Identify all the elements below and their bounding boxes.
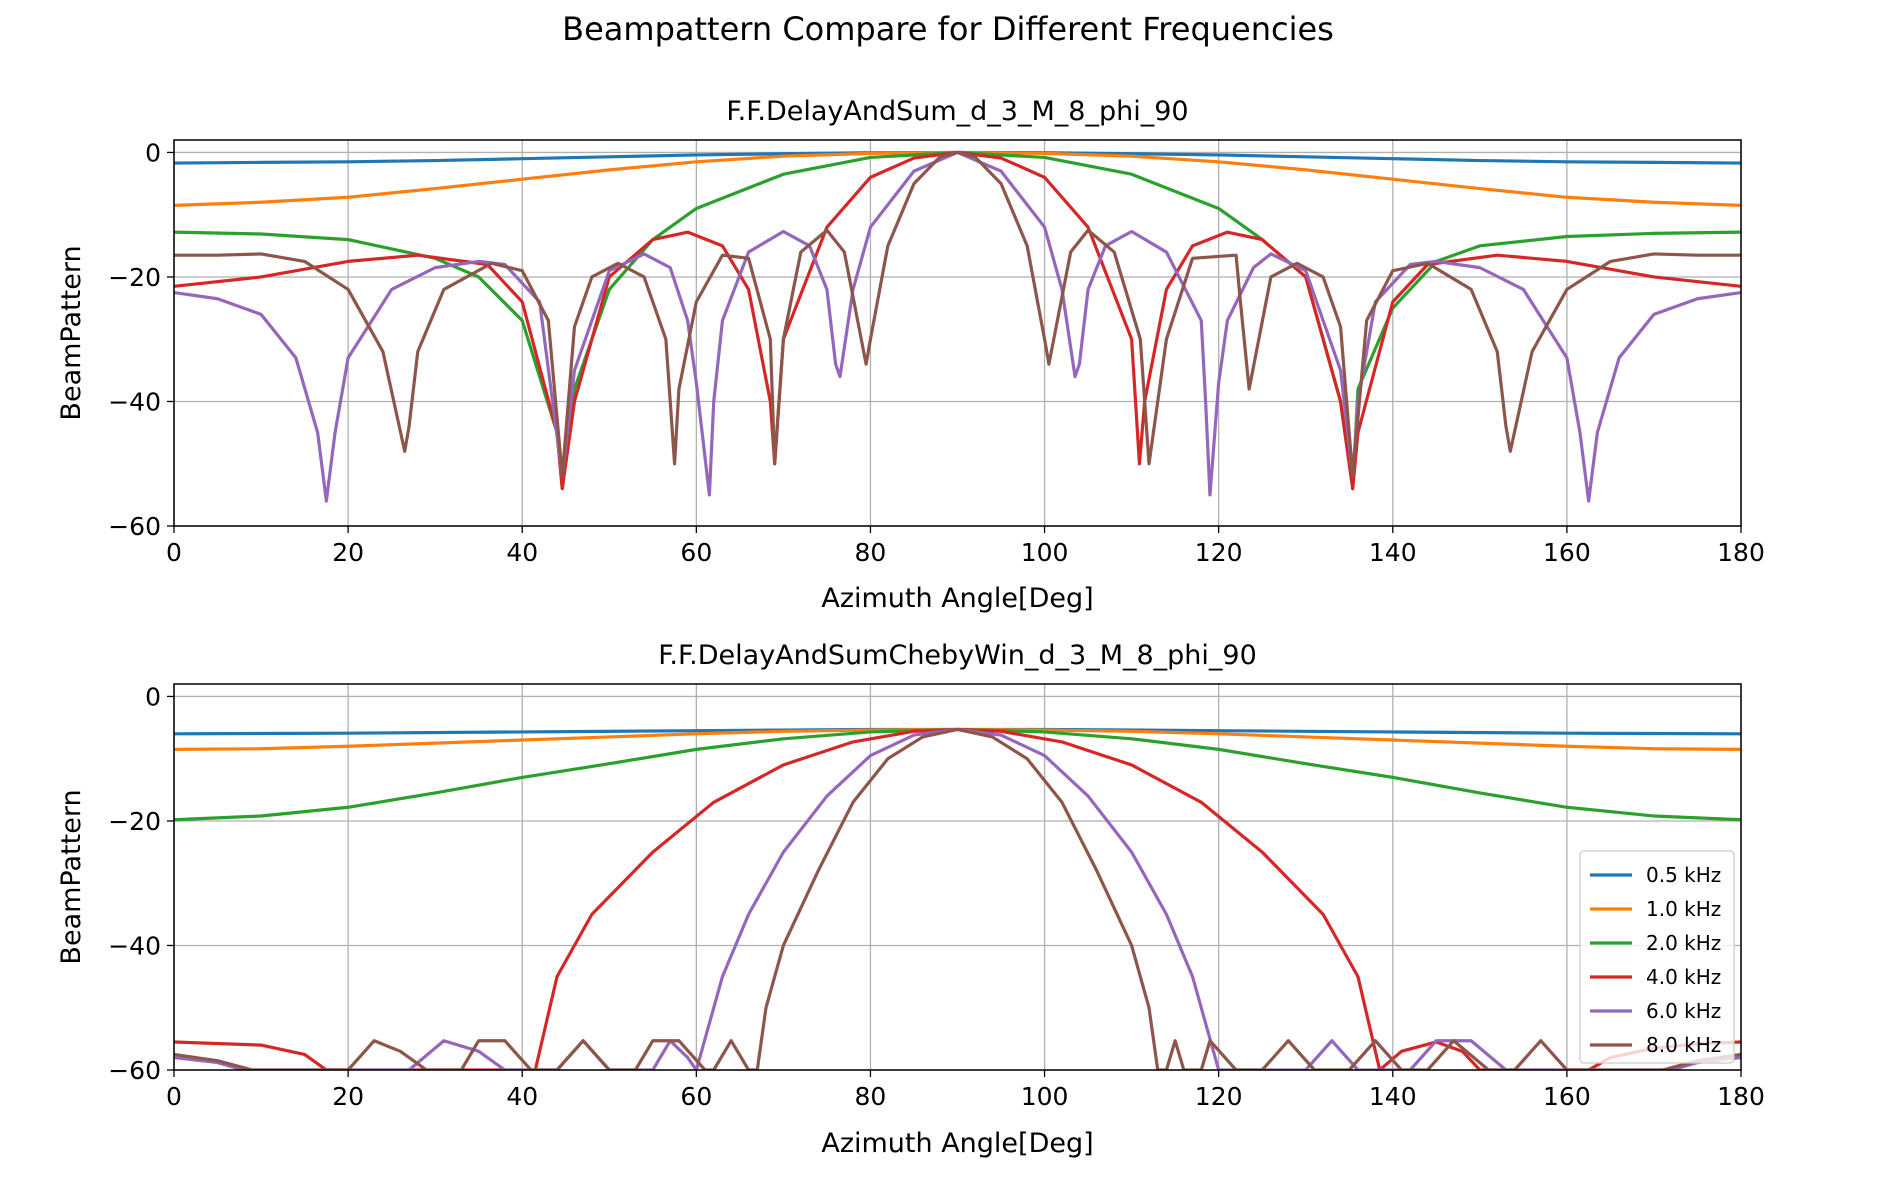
- x-tick-label: 140: [1369, 1082, 1417, 1111]
- subplot-bottom-y-axis-label: BeamPattern: [56, 789, 87, 964]
- legend-label-6-0-khz: 6.0 kHz: [1646, 999, 1721, 1023]
- y-tick-label: −40: [108, 931, 161, 960]
- x-tick-label: 40: [506, 538, 538, 567]
- legend-label-4-0-khz: 4.0 kHz: [1646, 965, 1721, 989]
- subplot-bottom-frame: [173, 683, 1742, 1071]
- x-tick-label: 120: [1195, 538, 1243, 567]
- subplot-top-y-ticks: 0 −20 −40 −60: [108, 138, 174, 541]
- x-tick-label: 160: [1543, 1082, 1591, 1111]
- subplot-bottom-x-axis-label: Azimuth Angle[Deg]: [821, 1128, 1093, 1159]
- y-tick-label: 0: [145, 138, 161, 167]
- subplot-top-x-axis-label: Azimuth Angle[Deg]: [821, 583, 1093, 614]
- x-tick-label: 60: [680, 1082, 712, 1111]
- subplot-top: F.F.DelayAndSum_d_3_M_8_phi_90 0 20 40 60 80…: [56, 96, 1765, 614]
- series-line-bottom-4-0-khz: [174, 727, 1741, 1070]
- x-tick-label: 160: [1543, 538, 1591, 567]
- x-tick-label: 60: [680, 538, 712, 567]
- x-tick-label: 0: [166, 538, 182, 567]
- x-tick-label: 0: [166, 1082, 182, 1111]
- y-tick-label: −60: [108, 512, 161, 541]
- x-tick-label: 180: [1717, 538, 1765, 567]
- x-tick-label: 20: [332, 538, 364, 567]
- legend: 0.5 kHz 1.0 kHz 2.0 kHz 4.0 kHz 6.0 kHz 8.0 k…: [1579, 850, 1735, 1064]
- x-tick-label: 100: [1021, 538, 1069, 567]
- y-tick-label: −40: [108, 387, 161, 416]
- x-tick-label: 180: [1717, 1082, 1765, 1111]
- subplot-bottom-x-ticks: 0 20 40 60 80 100 120 140 160 180: [166, 1070, 1765, 1111]
- x-tick-label: 40: [506, 1082, 538, 1111]
- subplot-bottom: F.F.DelayAndSumChebyWin_d_3_M_8_phi_90 0…: [56, 640, 1765, 1159]
- series-line-bottom-6-0-khz: [174, 727, 1741, 1070]
- figure-title: Beampattern Compare for Different Freque…: [562, 10, 1334, 48]
- series-line-top-8-0-khz: [174, 150, 1741, 478]
- series-line-bottom-8-0-khz: [174, 727, 1741, 1070]
- x-tick-label: 20: [332, 1082, 364, 1111]
- legend-label-0-5-khz: 0.5 kHz: [1646, 863, 1721, 887]
- subplot-top-title: F.F.DelayAndSum_d_3_M_8_phi_90: [726, 96, 1188, 127]
- subplot-bottom-title: F.F.DelayAndSumChebyWin_d_3_M_8_phi_90: [658, 640, 1257, 671]
- x-tick-label: 80: [855, 1082, 887, 1111]
- series-line-top-2-0-khz: [174, 150, 1741, 491]
- subplot-top-grid: [173, 140, 1742, 527]
- series-line-top-6-0-khz: [174, 150, 1741, 503]
- subplot-top-y-axis-label: BeamPattern: [56, 245, 87, 420]
- subplot-bottom-series: [174, 727, 1741, 1070]
- subplot-top-x-ticks: 0 20 40 60 80 100 120 140 160 180: [166, 526, 1765, 567]
- x-tick-label: 140: [1369, 538, 1417, 567]
- x-tick-label: 80: [855, 538, 887, 567]
- subplot-bottom-y-ticks: 0 −20 −40 −60: [108, 682, 174, 1085]
- legend-label-1-0-khz: 1.0 kHz: [1646, 897, 1721, 921]
- y-tick-label: −20: [108, 263, 161, 292]
- legend-label-2-0-khz: 2.0 kHz: [1646, 931, 1721, 955]
- y-tick-label: −20: [108, 807, 161, 836]
- subplot-bottom-grid: [173, 684, 1742, 1071]
- subplot-top-frame: [173, 139, 1742, 527]
- subplot-top-series: [174, 150, 1741, 503]
- y-tick-label: 0: [145, 682, 161, 711]
- x-tick-label: 100: [1021, 1082, 1069, 1111]
- x-tick-label: 120: [1195, 1082, 1243, 1111]
- legend-label-8-0-khz: 8.0 kHz: [1646, 1033, 1721, 1057]
- y-tick-label: −60: [108, 1056, 161, 1085]
- series-line-top-4-0-khz: [174, 150, 1741, 491]
